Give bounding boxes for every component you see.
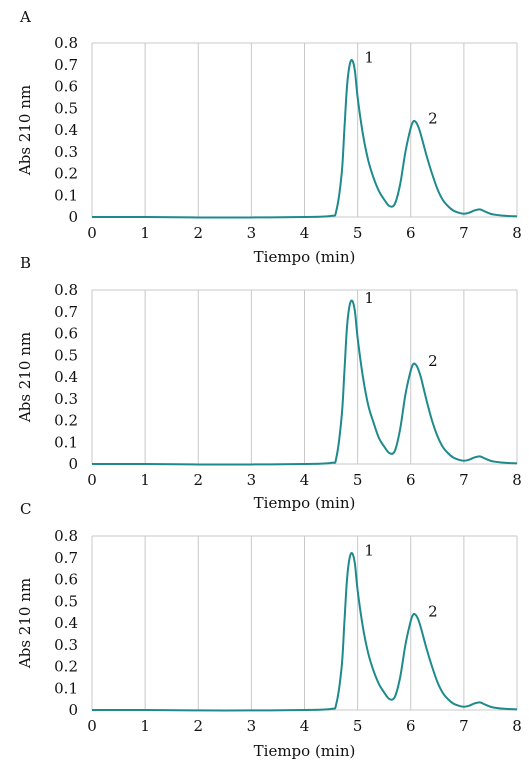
- x-tick-label: 4: [300, 717, 310, 735]
- x-tick-label: 6: [406, 471, 416, 489]
- x-tick-label: 2: [193, 224, 203, 242]
- panel-letter: B: [20, 254, 31, 272]
- x-tick-label: 8: [512, 717, 522, 735]
- y-tick-label: 0.2: [54, 165, 78, 183]
- y-tick-label: 0.7: [54, 303, 78, 321]
- x-tick-label: 2: [193, 717, 203, 735]
- y-tick-label: 0.4: [54, 614, 78, 632]
- y-tick-label: 0.5: [54, 346, 78, 364]
- y-tick-label: 0.4: [54, 121, 78, 139]
- x-axis-title: Tiempo (min): [254, 494, 356, 512]
- peak-label: 1: [364, 541, 374, 559]
- y-tick-label: 0.5: [54, 99, 78, 117]
- y-tick-label: 0.6: [54, 325, 78, 343]
- peak-label: 2: [428, 602, 438, 620]
- y-tick-label: 0.3: [54, 390, 78, 408]
- y-tick-label: 0.8: [54, 281, 78, 299]
- x-tick-label: 8: [512, 224, 522, 242]
- x-tick-label: 1: [140, 471, 150, 489]
- panel-letter: C: [20, 500, 31, 518]
- y-tick-label: 0: [68, 455, 78, 473]
- x-tick-label: 7: [459, 717, 469, 735]
- x-axis-title: Tiempo (min): [254, 248, 356, 266]
- chart-panel-a: A 0 0.1 0.2 0.3 0.4 0.5 0.6 0.7 0.8 0 1 2 3 4 5 6 7 8 Tiemp…: [16, 8, 522, 266]
- x-tick-label: 8: [512, 471, 522, 489]
- x-tick-label: 7: [459, 471, 469, 489]
- y-tick-label: 0.7: [54, 549, 78, 567]
- y-tick-label: 0.6: [54, 571, 78, 589]
- y-tick-label: 0.3: [54, 636, 78, 654]
- x-tick-label: 4: [300, 471, 310, 489]
- x-tick-label: 2: [193, 471, 203, 489]
- x-tick-label: 3: [247, 471, 257, 489]
- x-tick-label: 3: [247, 224, 257, 242]
- x-tick-label: 0: [87, 471, 97, 489]
- y-axis-title: Abs 210 nm: [16, 578, 34, 669]
- x-tick-label: 1: [140, 717, 150, 735]
- y-tick-label: 0.2: [54, 412, 78, 430]
- x-tick-label: 0: [87, 717, 97, 735]
- chart-panel-c: C 0 0.1 0.2 0.3 0.4 0.5 0.6 0.7 0.8 0 1 2 3 4 5 6 7 8 Tiemp…: [16, 500, 522, 760]
- x-tick-label: 5: [353, 471, 363, 489]
- x-tick-label: 1: [140, 224, 150, 242]
- y-tick-label: 0.4: [54, 368, 78, 386]
- x-tick-label: 6: [406, 717, 416, 735]
- x-tick-label: 0: [87, 224, 97, 242]
- y-tick-label: 0.7: [54, 56, 78, 74]
- y-axis-title: Abs 210 nm: [16, 332, 34, 423]
- y-tick-label: 0.1: [54, 433, 78, 451]
- y-tick-label: 0.1: [54, 186, 78, 204]
- y-tick-label: 0.2: [54, 658, 78, 676]
- y-tick-label: 0.5: [54, 592, 78, 610]
- peak-label: 2: [428, 109, 438, 127]
- y-axis-title: Abs 210 nm: [16, 85, 34, 176]
- x-tick-label: 7: [459, 224, 469, 242]
- peak-label: 2: [428, 352, 438, 370]
- y-tick-label: 0.8: [54, 34, 78, 52]
- x-tick-label: 4: [300, 224, 310, 242]
- peak-label: 1: [364, 48, 374, 66]
- x-tick-label: 3: [247, 717, 257, 735]
- x-tick-label: 5: [353, 717, 363, 735]
- x-tick-label: 6: [406, 224, 416, 242]
- panel-letter: A: [19, 8, 31, 26]
- y-tick-label: 0.1: [54, 679, 78, 697]
- y-tick-label: 0: [68, 701, 78, 719]
- y-tick-label: 0.8: [54, 527, 78, 545]
- chart-panel-b: B 0 0.1 0.2 0.3 0.4 0.5 0.6 0.7 0.8 0 1 2 3 4 5 6 7 8 Tiemp…: [16, 254, 522, 512]
- x-axis-title: Tiempo (min): [254, 742, 356, 760]
- y-tick-label: 0.3: [54, 143, 78, 161]
- peak-label: 1: [364, 289, 374, 307]
- x-tick-label: 5: [353, 224, 363, 242]
- y-tick-label: 0: [68, 208, 78, 226]
- y-tick-label: 0.6: [54, 78, 78, 96]
